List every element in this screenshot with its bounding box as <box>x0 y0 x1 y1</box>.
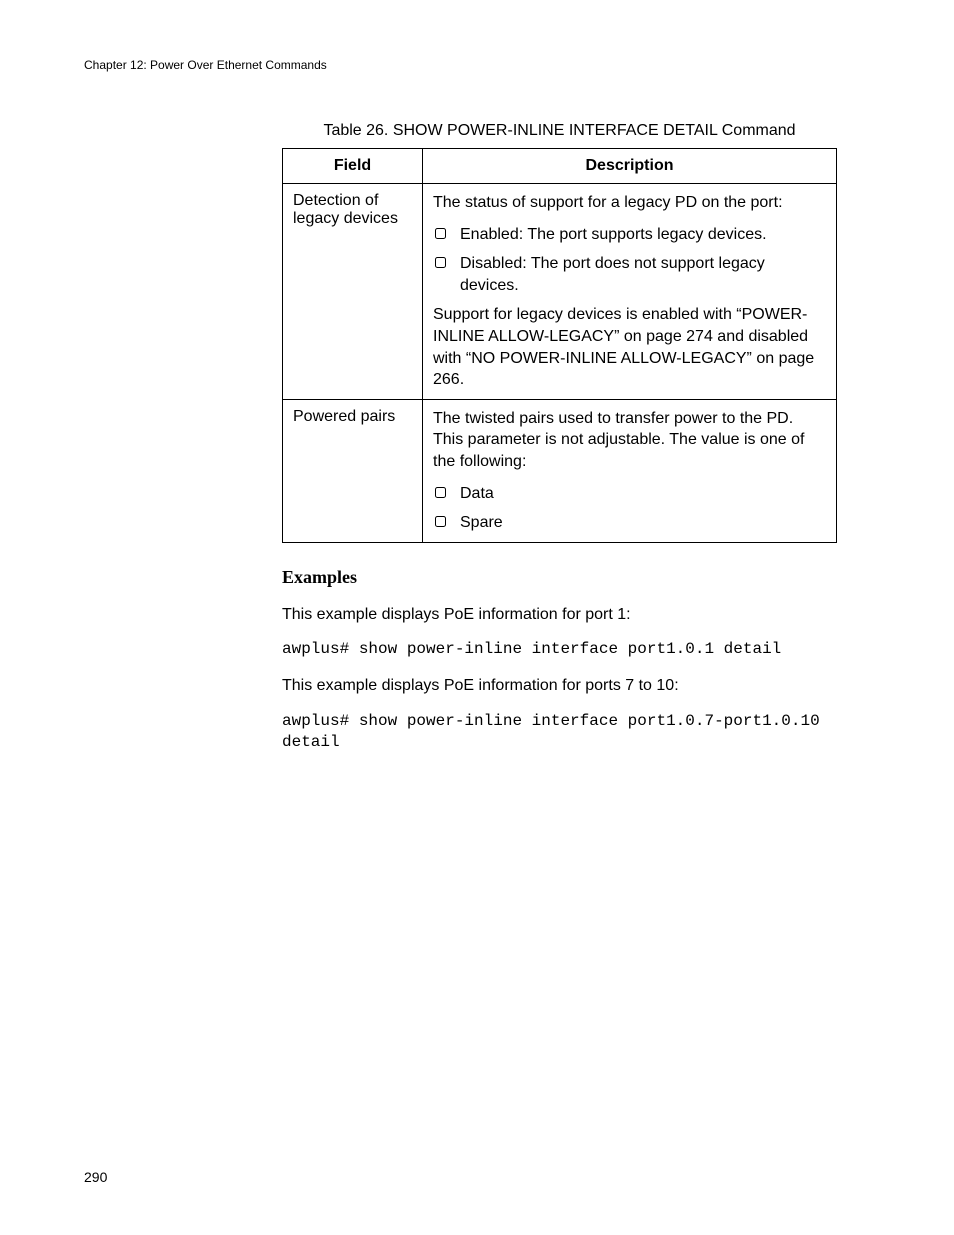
example-code: awplus# show power-inline interface port… <box>282 711 837 754</box>
examples-heading: Examples <box>282 567 837 588</box>
table-row: Powered pairs The twisted pairs used to … <box>283 399 837 542</box>
desc-outro: Support for legacy devices is enabled wi… <box>433 304 826 390</box>
table-row: Detection of legacy devices The status o… <box>283 184 837 400</box>
bullet-text: Enabled: The port supports legacy device… <box>460 224 767 246</box>
command-table: Field Description Detection of legacy de… <box>282 148 837 543</box>
bullet-item: Disabled: The port does not support lega… <box>433 253 826 296</box>
square-bullet-icon <box>435 516 446 527</box>
bullet-text: Data <box>460 483 494 505</box>
table-header-row: Field Description <box>283 149 837 184</box>
bullet-item: Enabled: The port supports legacy device… <box>433 224 826 246</box>
bullet-item: Spare <box>433 512 826 534</box>
description-cell: The status of support for a legacy PD on… <box>423 184 837 400</box>
page-content: Table 26. SHOW POWER-INLINE INTERFACE DE… <box>282 122 837 754</box>
desc-intro: The status of support for a legacy PD on… <box>433 192 826 214</box>
description-cell: The twisted pairs used to transfer power… <box>423 399 837 542</box>
field-cell: Powered pairs <box>283 399 423 542</box>
example-para: This example displays PoE information fo… <box>282 675 837 697</box>
page-number: 290 <box>84 1169 107 1185</box>
desc-intro: The twisted pairs used to transfer power… <box>433 408 826 473</box>
col-description: Description <box>423 149 837 184</box>
bullet-item: Data <box>433 483 826 505</box>
square-bullet-icon <box>435 228 446 239</box>
example-code: awplus# show power-inline interface port… <box>282 639 837 661</box>
col-field: Field <box>283 149 423 184</box>
bullet-text: Disabled: The port does not support lega… <box>460 253 826 296</box>
chapter-header: Chapter 12: Power Over Ethernet Commands <box>84 58 870 72</box>
field-cell: Detection of legacy devices <box>283 184 423 400</box>
table-caption: Table 26. SHOW POWER-INLINE INTERFACE DE… <box>282 122 837 140</box>
square-bullet-icon <box>435 487 446 498</box>
example-para: This example displays PoE information fo… <box>282 604 837 626</box>
square-bullet-icon <box>435 257 446 268</box>
bullet-text: Spare <box>460 512 503 534</box>
